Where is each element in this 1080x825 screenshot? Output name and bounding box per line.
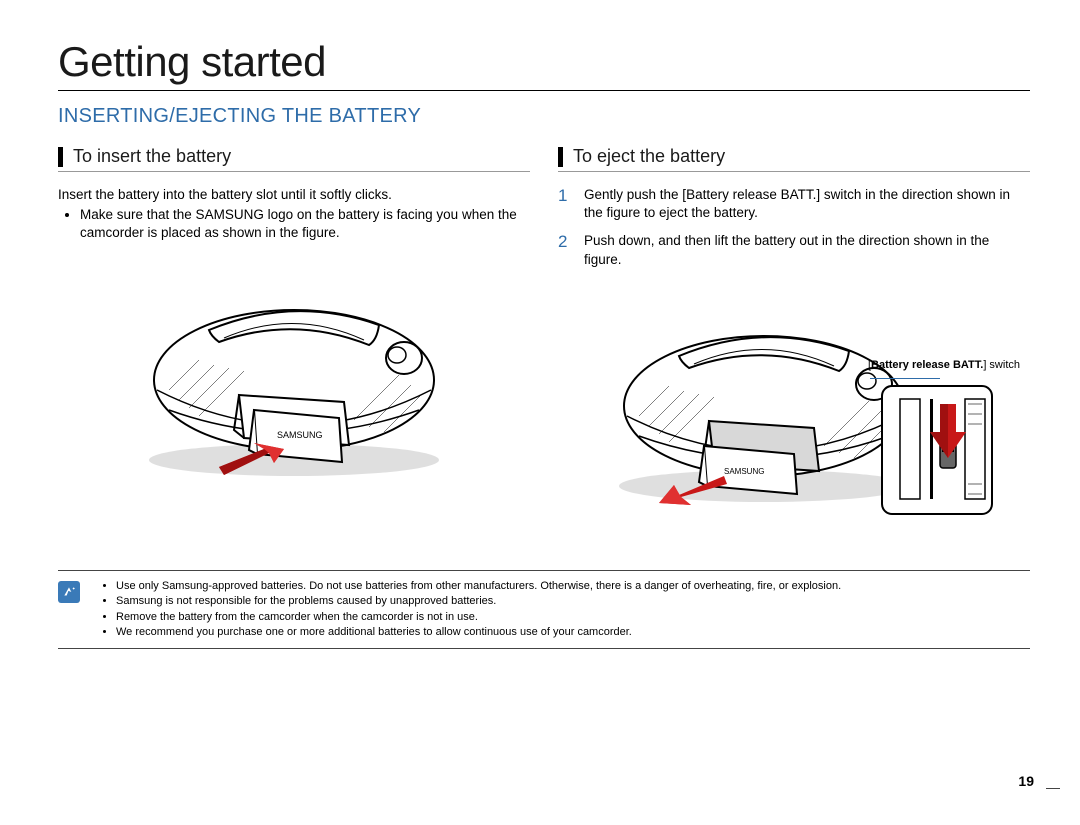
svg-text:SAMSUNG: SAMSUNG [724, 467, 764, 476]
note-item: We recommend you purchase one or more ad… [116, 625, 841, 640]
page-edge-rule [1046, 788, 1060, 789]
subsection-header-eject: To eject the battery [558, 146, 1030, 172]
eject-figure: SAMSUNG [558, 279, 1030, 554]
section-title: INSERTING/EJECTING THE BATTERY [58, 105, 1030, 128]
chapter-title: Getting started [58, 38, 1030, 86]
eject-step-2: 2 Push down, and then lift the battery o… [558, 232, 1030, 268]
horizontal-rule [58, 90, 1030, 91]
step-number: 1 [558, 186, 572, 222]
step-number: 2 [558, 232, 572, 268]
callout-leader-line [870, 378, 940, 379]
right-column: To eject the battery 1 Gently push the [… [558, 146, 1030, 554]
note-item: Use only Samsung-approved batteries. Do … [116, 579, 841, 594]
two-column-layout: To insert the battery Insert the battery… [58, 146, 1030, 554]
camcorder-insert-illustration: SAMSUNG [139, 290, 449, 490]
subsection-title: To eject the battery [573, 146, 725, 167]
note-icon [58, 581, 80, 603]
step-text: Gently push the [Battery release BATT.] … [584, 186, 1030, 222]
note-list: Use only Samsung-approved batteries. Do … [98, 579, 841, 641]
note-box: Use only Samsung-approved batteries. Do … [58, 570, 1030, 650]
camcorder-eject-illustration: SAMSUNG [609, 316, 919, 516]
battery-release-label: [Battery release BATT.] switch [868, 359, 1020, 371]
left-column: To insert the battery Insert the battery… [58, 146, 530, 554]
insert-figure: SAMSUNG [58, 253, 530, 528]
subsection-title: To insert the battery [73, 146, 231, 167]
page-number: 19 [1018, 773, 1034, 789]
insert-bullet-1: Make sure that the SAMSUNG logo on the b… [80, 206, 530, 242]
subsection-header-insert: To insert the battery [58, 146, 530, 172]
insert-intro-text: Insert the battery into the battery slot… [58, 186, 530, 204]
battery-release-detail [880, 384, 995, 519]
note-item: Samsung is not responsible for the probl… [116, 594, 841, 609]
note-item: Remove the battery from the camcorder wh… [116, 610, 841, 625]
subsection-bar [558, 147, 563, 167]
subsection-bar [58, 147, 63, 167]
eject-step-1: 1 Gently push the [Battery release BATT.… [558, 186, 1030, 222]
svg-text:SAMSUNG: SAMSUNG [277, 430, 323, 440]
step-text: Push down, and then lift the battery out… [584, 232, 1030, 268]
insert-bullet-list: Make sure that the SAMSUNG logo on the b… [58, 206, 530, 242]
